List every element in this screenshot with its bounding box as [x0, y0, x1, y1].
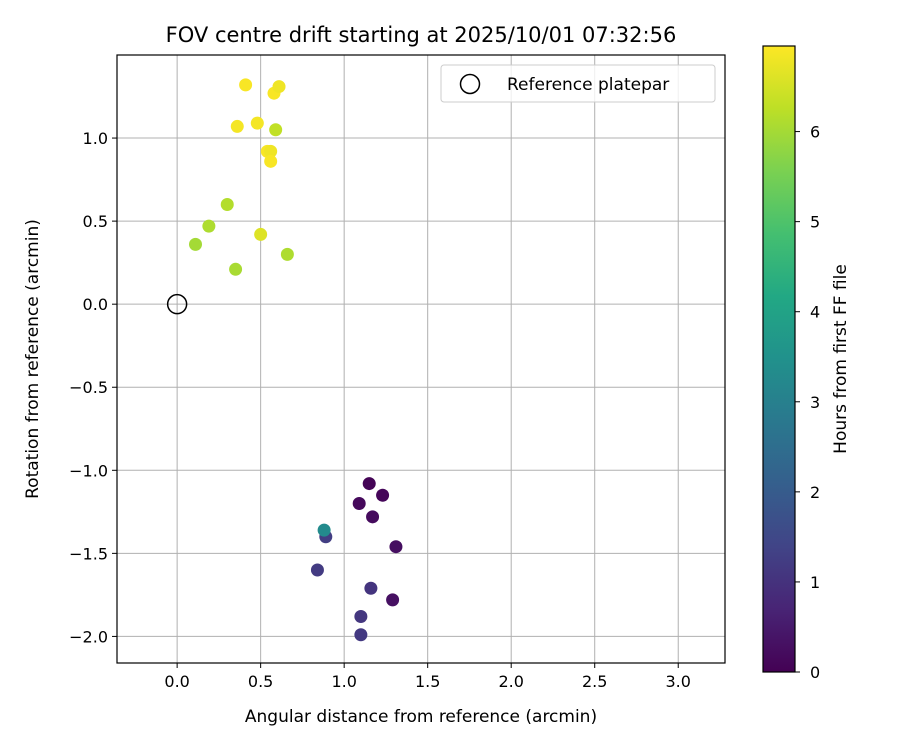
plot-frame — [116, 54, 726, 664]
data-points — [189, 78, 403, 642]
data-point — [230, 119, 244, 133]
y-tick-label: −1.0 — [69, 461, 108, 480]
data-point — [264, 144, 278, 158]
colorbar-tick-label: 6 — [810, 123, 820, 142]
data-point — [264, 154, 278, 168]
colorbar-ticks: 0 1 2 3 4 5 6 — [795, 123, 820, 682]
x-tick-label: 1.0 — [331, 672, 356, 691]
y-tick-label: −1.5 — [69, 544, 108, 563]
x-axis: 0.0 0.5 1.0 1.5 2.0 2.5 3.0 — [164, 663, 691, 691]
x-tick-label: 2.5 — [582, 672, 607, 691]
y-tick-label: 0.0 — [83, 295, 108, 314]
plot-area — [117, 55, 725, 663]
data-point — [239, 78, 253, 92]
legend-box — [440, 64, 716, 103]
data-point — [362, 477, 376, 491]
x-tick-label: 2.0 — [498, 672, 523, 691]
data-point — [376, 488, 390, 502]
data-point — [364, 581, 378, 595]
chart-title: FOV centre drift starting at 2025/10/01 … — [166, 23, 677, 47]
y-tick-label: −0.5 — [69, 378, 108, 397]
colorbar-label: Hours from first FF file — [831, 264, 851, 454]
data-point — [229, 262, 243, 276]
colorbar-tick-label: 4 — [810, 303, 820, 322]
x-tick-label: 0.5 — [248, 672, 273, 691]
data-point — [352, 497, 366, 511]
y-tick-label: 0.5 — [83, 212, 108, 231]
y-tick-label: −2.0 — [69, 627, 108, 646]
data-point — [250, 116, 264, 130]
legend-marker-icon — [459, 73, 481, 95]
colorbar-tick-label: 1 — [810, 573, 820, 592]
x-tick-label: 0.0 — [164, 672, 189, 691]
data-point — [272, 80, 286, 94]
data-point — [202, 219, 216, 233]
data-point — [389, 540, 403, 554]
data-point — [310, 563, 324, 577]
data-point — [220, 198, 234, 212]
colorbar-tick-label: 3 — [810, 393, 820, 412]
data-point — [254, 227, 268, 241]
reference-platepar-marker — [166, 293, 188, 315]
data-point — [269, 123, 283, 137]
x-tick-label: 3.0 — [666, 672, 691, 691]
x-axis-label: Angular distance from reference (arcmin) — [245, 707, 597, 727]
y-axis: −2.0 −1.5 −1.0 −0.5 0.0 0.5 1.0 — [69, 129, 117, 646]
legend-label: Reference platepar — [507, 75, 669, 95]
colorbar: 0 1 2 3 4 5 6 Hours from first FF file — [762, 45, 851, 682]
reference-marker-layer — [166, 293, 188, 315]
legend: Reference platepar — [440, 64, 716, 103]
colorbar-tick-label: 2 — [810, 483, 820, 502]
grid — [117, 55, 725, 663]
data-point — [189, 237, 203, 251]
data-point — [354, 609, 368, 623]
y-tick-label: 1.0 — [83, 129, 108, 148]
data-point — [317, 523, 331, 537]
colorbar-tick-label: 5 — [810, 213, 820, 232]
data-point — [354, 628, 368, 642]
colorbar-gradient — [762, 45, 796, 673]
data-point — [366, 510, 380, 524]
x-tick-label: 1.5 — [415, 672, 440, 691]
colorbar-tick-label: 0 — [810, 663, 820, 682]
data-point — [386, 593, 400, 607]
y-axis-label: Rotation from reference (arcmin) — [23, 219, 43, 499]
data-point — [280, 247, 294, 261]
